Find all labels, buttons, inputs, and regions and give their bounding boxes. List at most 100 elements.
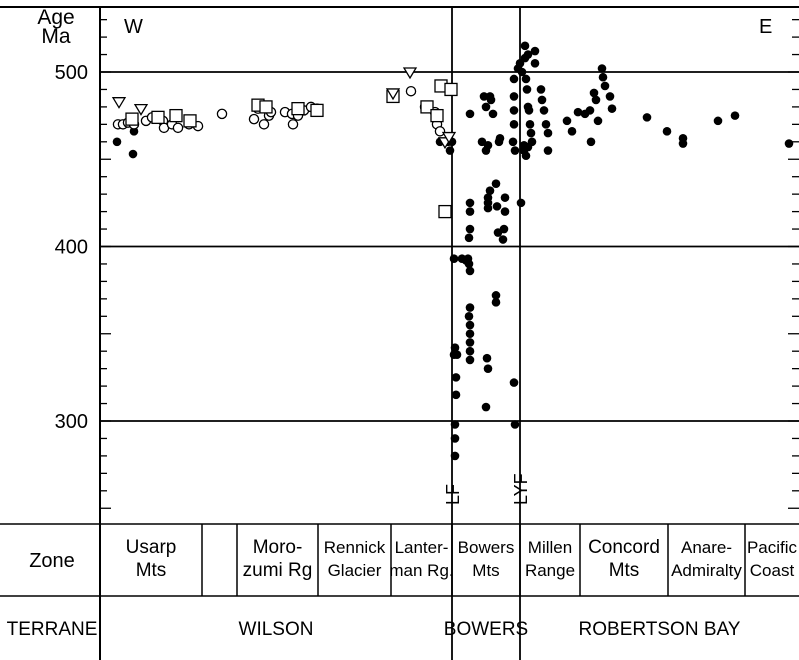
point-open-circle-20: [287, 119, 299, 130]
point-filled-circle-76: [525, 120, 535, 129]
point-filled-circle-106: [607, 104, 617, 113]
point-filled-circle-10: [451, 390, 461, 400]
point-filled-circle-46: [482, 353, 492, 363]
point-filled-circle-50: [491, 298, 501, 307]
point-filled-circle-21: [465, 109, 475, 119]
point-filled-circle-83: [520, 41, 530, 51]
point-filled-circle-53: [498, 235, 508, 244]
zone-label-4-line-0: Lanter-: [395, 538, 449, 557]
point-filled-circle-104: [600, 81, 610, 91]
point-open-square-7: [310, 103, 324, 118]
point-open-circle-12: [216, 108, 228, 120]
zone-header: Zone: [29, 550, 75, 572]
point-filled-circle-44: [485, 186, 495, 195]
point-open-circle-25: [405, 85, 417, 97]
terrane-label-2: ROBERTSON BAY: [579, 619, 741, 640]
point-filled-circle-15: [452, 350, 462, 359]
point-filled-circle-4: [445, 146, 455, 155]
point-filled-circle-19: [464, 259, 474, 269]
zone-label-7-line-0: Concord: [588, 537, 660, 558]
point-filled-circle-33: [479, 92, 489, 101]
point-open-triangle-down-5: [441, 131, 457, 144]
point-filled-circle-92: [543, 146, 553, 155]
point-open-triangle-down-0: [111, 97, 127, 109]
point-open-square-1: [151, 110, 165, 125]
point-filled-circle-37: [488, 109, 498, 119]
point-filled-circle-73: [522, 85, 532, 94]
point-open-square-3: [183, 114, 197, 128]
y-tick-label-300: 300: [55, 411, 88, 433]
point-filled-circle-89: [539, 106, 549, 115]
west-label: W: [124, 16, 143, 38]
zone-label-8-line-1: Admiralty: [671, 561, 742, 580]
point-filled-circle-8: [450, 343, 460, 353]
point-filled-circle-20: [465, 266, 475, 276]
point-open-square-10: [430, 108, 444, 123]
point-open-square-5: [259, 100, 273, 114]
terrane-row: WILSON BOWERS ROBERTSON BAY: [239, 619, 741, 640]
point-filled-circle-30: [465, 338, 475, 347]
point-filled-circle-34: [481, 102, 491, 112]
point-open-square-9: [420, 100, 434, 114]
point-filled-circle-93: [562, 116, 572, 126]
y-axis-ticks: [100, 18, 799, 509]
point-filled-circle-77: [526, 128, 536, 138]
point-filled-circle-107: [642, 113, 652, 122]
data-points: [111, 41, 794, 461]
point-filled-circle-108: [662, 127, 672, 136]
zone-label-9-line-1: Coast: [750, 561, 795, 580]
point-filled-circle-61: [516, 198, 526, 208]
point-filled-circle-12: [450, 434, 460, 443]
point-open-triangle-down-1: [133, 103, 149, 116]
zone-label-2-line-1: zumi Rg: [243, 560, 313, 581]
y-tick-label-500: 500: [55, 62, 88, 84]
point-filled-circle-65: [509, 120, 519, 129]
point-filled-circle-43: [483, 203, 493, 213]
y-axis-title: Age Ma: [37, 6, 74, 48]
point-filled-circle-28: [465, 320, 475, 330]
point-filled-circle-64: [509, 106, 519, 115]
zone-label-3-line-0: Rennick: [324, 538, 386, 557]
point-filled-circle-67: [510, 146, 520, 155]
point-filled-circle-111: [713, 116, 723, 126]
point-filled-circle-25: [464, 233, 474, 243]
point-filled-circle-63: [509, 92, 519, 101]
zone-label-6-line-1: Range: [525, 561, 575, 580]
point-filled-circle-1: [129, 127, 139, 136]
point-open-triangle-down-2: [385, 88, 401, 101]
point-filled-circle-82: [527, 137, 537, 147]
point-filled-circle-90: [541, 120, 551, 129]
point-filled-circle-95: [573, 107, 583, 117]
point-filled-circle-45: [491, 179, 501, 188]
point-filled-circle-48: [481, 402, 491, 412]
point-filled-circle-9: [451, 373, 461, 382]
point-filled-circle-87: [536, 85, 546, 94]
point-filled-circle-0: [112, 137, 122, 147]
east-label: E: [759, 16, 772, 38]
point-filled-circle-72: [521, 74, 531, 84]
zone-label-4-line-1: man Rg.: [389, 561, 453, 580]
zone-label-5-line-1: Mts: [472, 561, 499, 580]
plot-frame: [0, 6, 799, 660]
point-filled-circle-70: [517, 67, 527, 77]
point-filled-circle-94: [567, 127, 577, 136]
zone-label-0-line-0: Usarp: [126, 537, 177, 558]
point-open-circle-13: [248, 113, 260, 125]
terrane-label-1: BOWERS: [444, 619, 528, 640]
point-filled-circle-13: [450, 451, 460, 461]
zone-label-7-line-1: Mts: [609, 560, 640, 581]
point-filled-circle-23: [465, 207, 475, 216]
grid-lines: [100, 71, 799, 422]
point-filled-circle-26: [465, 303, 475, 312]
y-axis-title-line-2: Ma: [41, 25, 70, 48]
point-filled-circle-103: [598, 72, 608, 82]
point-open-circle-15: [258, 119, 270, 130]
zone-label-3-line-1: Glacier: [328, 561, 382, 580]
point-open-square-6: [291, 101, 305, 116]
point-open-circle-9: [172, 122, 184, 134]
point-open-square-13: [438, 204, 452, 219]
point-filled-circle-29: [465, 329, 475, 339]
point-filled-circle-40: [481, 146, 491, 155]
point-filled-circle-110: [678, 139, 688, 148]
